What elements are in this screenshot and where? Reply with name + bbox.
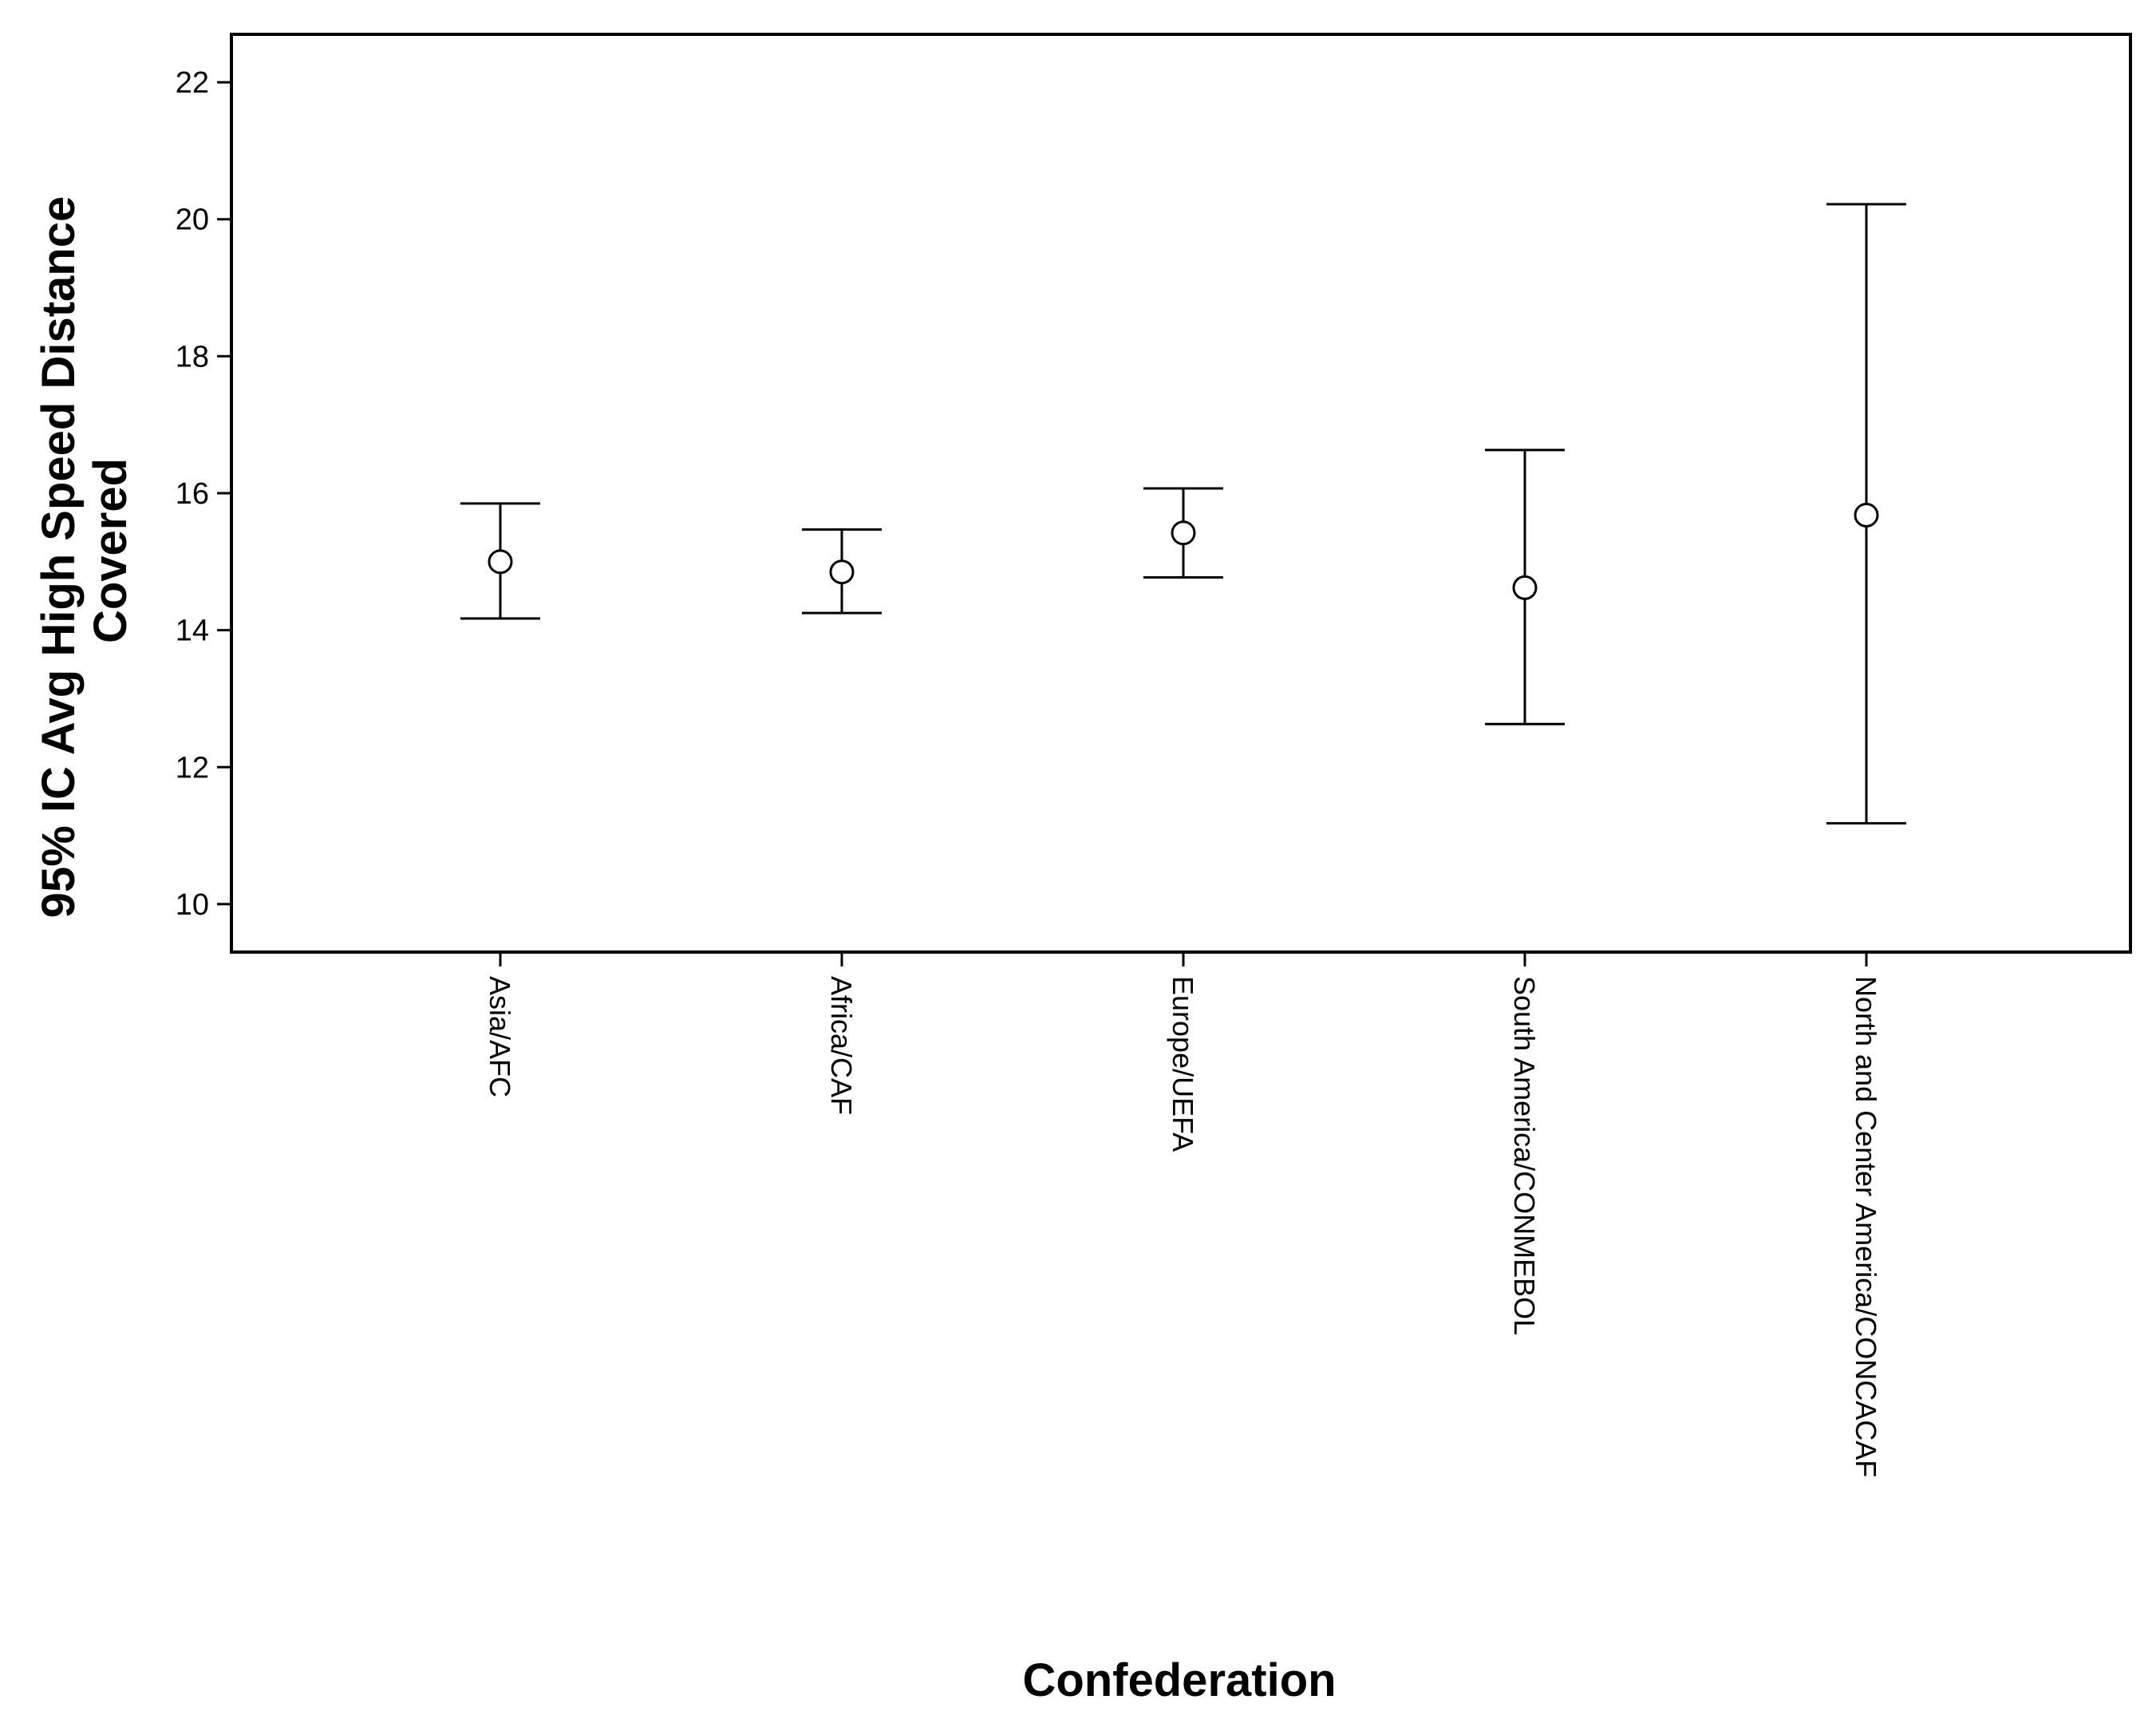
y-tick-label: 22: [176, 66, 209, 100]
y-tick-label: 20: [176, 204, 209, 237]
y-axis-title-line-1: 95% IC Avg High Speed Distance: [33, 196, 85, 919]
y-axis-title: 95% IC Avg High Speed Distance Covered: [33, 184, 136, 919]
x-category-label: Asia/AFC: [484, 976, 516, 1097]
x-category-label: North and Center America/CONCACAF: [1850, 976, 1882, 1477]
mean-point: [488, 549, 513, 575]
y-tick-label: 18: [176, 340, 209, 373]
x-category-label: South America/CONMEBOL: [1508, 976, 1541, 1335]
y-tick-label: 10: [176, 888, 209, 922]
x-category-label: Africa/CAF: [825, 976, 858, 1115]
error-bars: [460, 203, 1906, 825]
x-category-label: Europe/UEFA: [1167, 976, 1199, 1152]
mean-point: [1512, 575, 1538, 600]
x-axis: Asia/AFC Africa/CAF Europe/UEFA South Ameri…: [484, 952, 1882, 1477]
mean-point: [829, 559, 855, 585]
y-tick-label: 12: [176, 751, 209, 785]
y-axis-title-line-2: Covered: [85, 458, 136, 643]
mean-point: [1171, 520, 1196, 546]
y-tick-label: 16: [176, 477, 209, 511]
y-tick-label: 14: [176, 615, 209, 648]
plot-frame: [230, 33, 2132, 954]
mean-point: [1854, 502, 1879, 528]
y-axis: 10 12 14 16 18 20 22: [176, 66, 231, 922]
x-axis-title: Confederation: [1022, 1654, 1336, 1706]
